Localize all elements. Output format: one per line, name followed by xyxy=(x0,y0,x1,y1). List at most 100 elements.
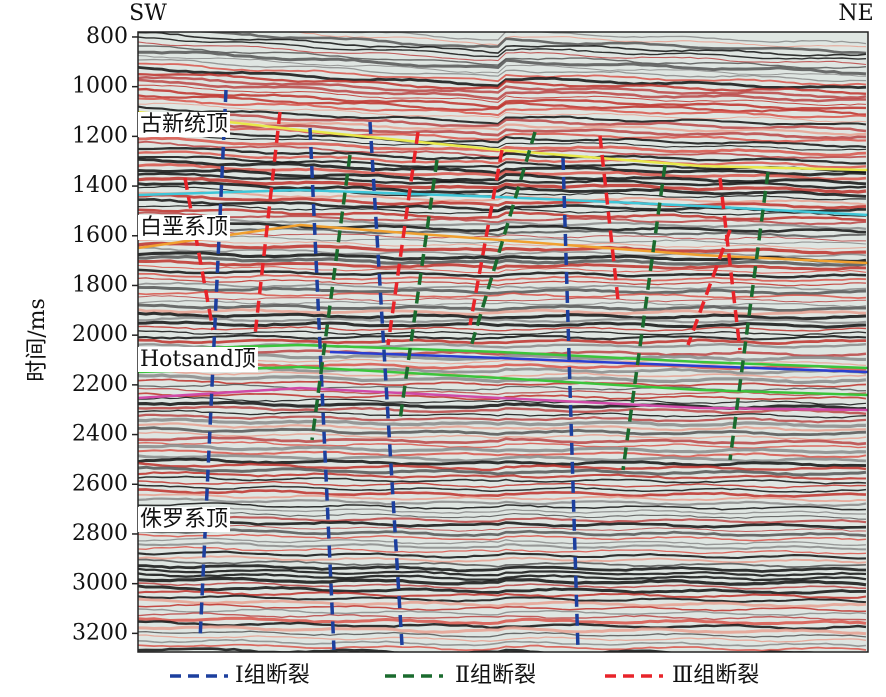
y-tick-label: 1800 xyxy=(72,272,128,297)
horizon xyxy=(138,110,868,172)
trace xyxy=(138,493,867,503)
label-background xyxy=(138,347,258,372)
trace xyxy=(138,589,867,599)
y-tick-label: 800 xyxy=(86,24,128,49)
trace xyxy=(138,630,867,638)
trace xyxy=(138,594,867,604)
trace xyxy=(138,625,867,636)
horizon-label: 古新统顶 xyxy=(140,112,228,137)
trace xyxy=(138,643,867,652)
trace xyxy=(138,216,867,230)
y-tick-label: 3200 xyxy=(72,620,128,645)
trace xyxy=(138,497,867,508)
trace xyxy=(138,97,867,119)
fault xyxy=(398,159,439,421)
trace xyxy=(138,94,867,116)
trace xyxy=(138,133,867,151)
trace xyxy=(138,502,867,511)
legend-label: Ⅰ组断裂 xyxy=(235,663,310,688)
y-tick-label: 3000 xyxy=(72,571,128,596)
trace xyxy=(138,567,867,578)
trace xyxy=(138,409,867,419)
y-tick-label: 2800 xyxy=(72,521,128,546)
horizon xyxy=(329,350,868,374)
trace xyxy=(318,32,867,45)
trace xyxy=(138,528,867,538)
horizon-label: 白垩系顶 xyxy=(140,215,228,240)
y-tick-label: 1200 xyxy=(72,123,128,148)
fault xyxy=(686,229,732,346)
trace xyxy=(138,221,867,234)
trace xyxy=(138,396,867,406)
trace xyxy=(138,480,867,489)
trace xyxy=(138,417,867,428)
trace xyxy=(138,462,867,472)
trace xyxy=(138,84,867,107)
trace xyxy=(138,550,867,560)
trace xyxy=(138,87,867,110)
fault xyxy=(598,135,620,301)
trace xyxy=(138,555,867,564)
trace xyxy=(138,620,867,631)
frame xyxy=(137,31,869,653)
fault xyxy=(468,149,504,326)
trace xyxy=(138,537,867,546)
fault xyxy=(308,127,336,651)
trace xyxy=(138,533,867,542)
trace xyxy=(138,431,867,441)
y-tick-label: 1600 xyxy=(72,223,128,248)
trace xyxy=(138,119,867,140)
trace xyxy=(138,608,867,617)
trace xyxy=(138,172,867,190)
horizon-label: 侏罗系顶 xyxy=(140,507,228,532)
fault xyxy=(728,171,770,461)
fault xyxy=(561,157,580,651)
fault xyxy=(386,131,420,346)
trace xyxy=(138,62,867,87)
y-tick-label: 2400 xyxy=(72,422,128,447)
trace xyxy=(138,325,867,332)
trace xyxy=(138,515,867,524)
trace xyxy=(138,254,867,267)
horizon xyxy=(138,188,868,217)
trace xyxy=(138,448,867,459)
trace xyxy=(138,413,867,424)
trace xyxy=(138,488,867,498)
trace xyxy=(138,454,867,463)
horizon-label: Hotsand顶 xyxy=(140,347,256,372)
trace xyxy=(138,66,867,90)
horizon xyxy=(138,386,868,412)
trace xyxy=(138,511,867,520)
trace xyxy=(138,373,867,385)
trace xyxy=(138,441,867,449)
trace xyxy=(138,36,867,60)
horizon xyxy=(138,343,868,370)
label-background xyxy=(138,215,231,240)
trace xyxy=(138,230,867,242)
trace xyxy=(138,162,867,181)
y-tick-label: 1400 xyxy=(72,173,128,198)
trace xyxy=(138,572,867,582)
trace xyxy=(138,603,867,613)
trace xyxy=(138,268,867,279)
y-tick-label: 2000 xyxy=(72,322,128,347)
trace xyxy=(138,311,867,321)
trace xyxy=(138,330,867,337)
trace xyxy=(138,564,867,573)
trace xyxy=(138,524,867,533)
fault xyxy=(621,164,667,471)
trace xyxy=(138,378,867,388)
trace xyxy=(138,168,867,186)
trace xyxy=(138,181,867,198)
trace xyxy=(138,157,867,177)
trace xyxy=(138,102,867,123)
trace xyxy=(138,55,867,77)
trace xyxy=(138,320,867,329)
label-background xyxy=(138,112,231,137)
trace xyxy=(138,75,867,100)
trace xyxy=(138,176,867,194)
trace xyxy=(138,334,867,341)
fault xyxy=(310,154,352,441)
trace xyxy=(138,116,867,137)
